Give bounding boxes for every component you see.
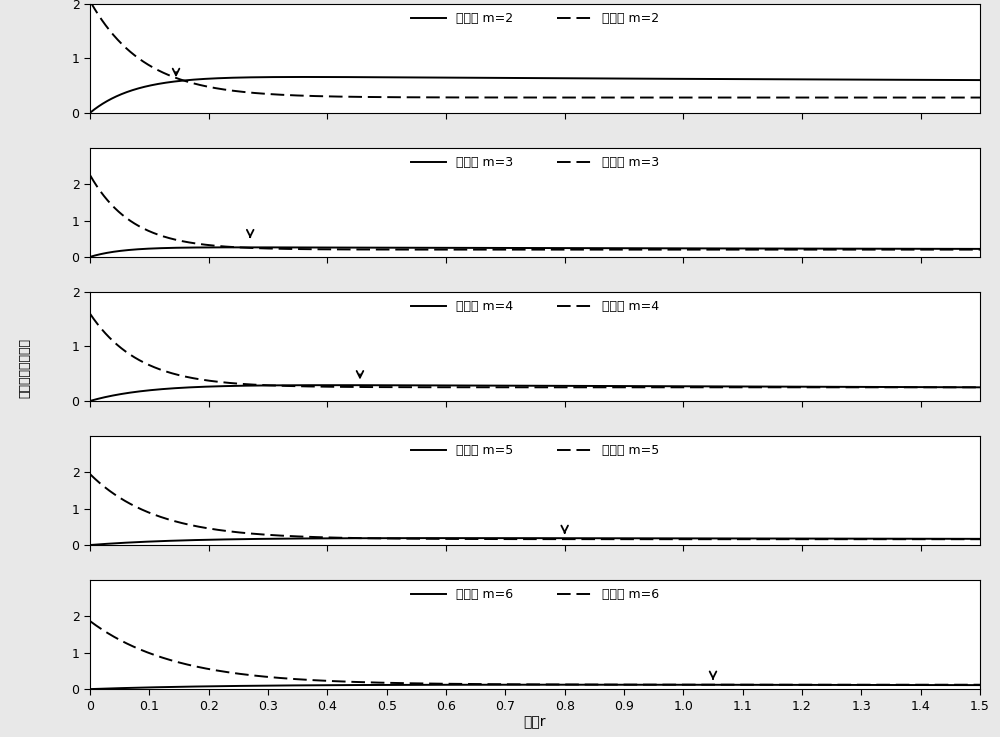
Legend: 近似熵 m=4, 样本熵 m=4: 近似熵 m=4, 样本熵 m=4 — [406, 296, 664, 318]
Legend: 近似熵 m=6, 样本熵 m=6: 近似熵 m=6, 样本熵 m=6 — [406, 584, 664, 607]
Legend: 近似熵 m=3, 样本熵 m=3: 近似熵 m=3, 样本熵 m=3 — [406, 151, 664, 174]
Legend: 近似熵 m=5, 样本熵 m=5: 近似熵 m=5, 样本熵 m=5 — [406, 439, 664, 462]
Legend: 近似熵 m=2, 样本熵 m=2: 近似熵 m=2, 样本熵 m=2 — [406, 7, 664, 30]
Text: 近似熵和样本熵值: 近似熵和样本熵值 — [18, 338, 32, 399]
X-axis label: 参数r: 参数r — [524, 716, 546, 730]
